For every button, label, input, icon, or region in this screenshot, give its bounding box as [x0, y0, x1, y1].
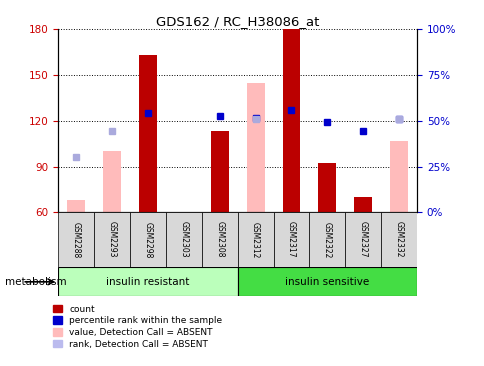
Bar [58, 267, 237, 296]
Text: insulin resistant: insulin resistant [106, 277, 189, 287]
Text: GSM2298: GSM2298 [143, 221, 152, 258]
Bar [237, 212, 273, 267]
Bar [67, 200, 85, 212]
Bar [353, 197, 372, 212]
Bar [103, 151, 121, 212]
Bar [138, 55, 156, 212]
Bar [246, 83, 264, 212]
Bar [94, 212, 130, 267]
Bar [380, 212, 416, 267]
Bar [345, 212, 380, 267]
Bar [309, 212, 345, 267]
Bar [130, 212, 166, 267]
Legend: count, percentile rank within the sample, value, Detection Call = ABSENT, rank, : count, percentile rank within the sample… [53, 305, 222, 349]
Text: GSM2322: GSM2322 [322, 221, 331, 258]
Text: GSM2308: GSM2308 [215, 221, 224, 258]
Bar [389, 141, 408, 212]
Text: GSM2288: GSM2288 [72, 221, 80, 258]
Bar [210, 131, 228, 212]
Text: GSM2327: GSM2327 [358, 221, 367, 258]
Bar [318, 164, 336, 212]
Text: GSM2293: GSM2293 [107, 221, 116, 258]
Text: GSM2312: GSM2312 [251, 221, 259, 258]
Bar [273, 212, 309, 267]
Bar [282, 29, 300, 212]
Bar [201, 212, 237, 267]
Bar [237, 267, 416, 296]
Text: insulin sensitive: insulin sensitive [285, 277, 369, 287]
Text: GSM2303: GSM2303 [179, 221, 188, 258]
Bar [58, 212, 94, 267]
Bar [166, 212, 201, 267]
Text: metabolism: metabolism [5, 277, 66, 287]
Text: GSM2317: GSM2317 [287, 221, 295, 258]
Title: GDS162 / RC_H38086_at: GDS162 / RC_H38086_at [156, 15, 318, 28]
Text: GSM2332: GSM2332 [394, 221, 403, 258]
